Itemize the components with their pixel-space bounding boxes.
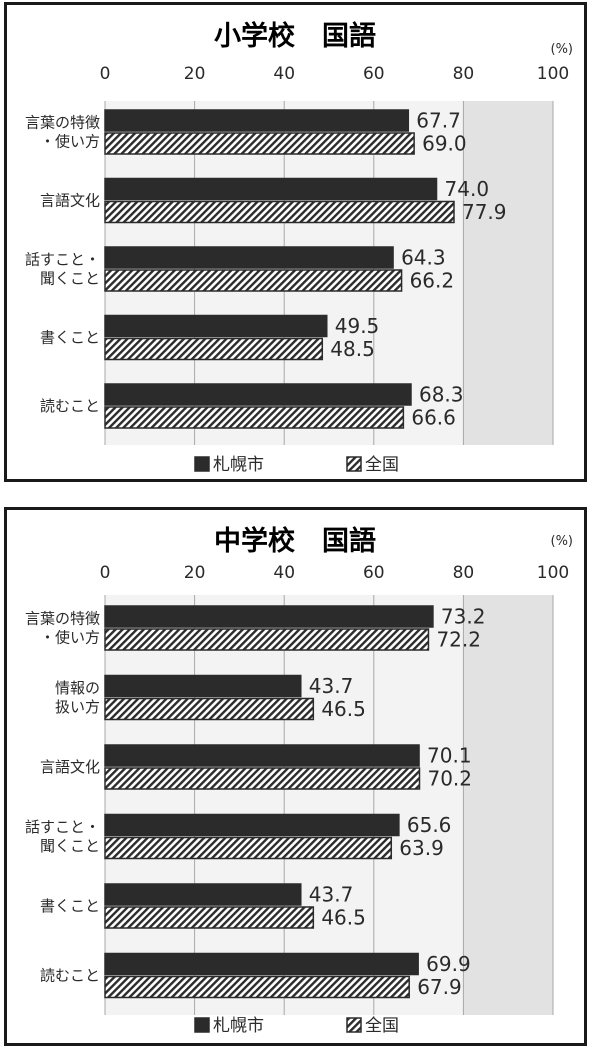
value-label: 49.5 — [335, 314, 380, 338]
bar-national — [104, 975, 410, 999]
category-label: 言葉の特徴 — [25, 610, 100, 628]
tick-label: 20 — [184, 64, 206, 84]
bar-sapporo — [104, 109, 410, 132]
bar-national — [104, 628, 430, 651]
bar-sapporo — [104, 952, 419, 976]
category-label: 聞くこと — [40, 270, 100, 288]
category-label: 言葉の特徴 — [25, 114, 100, 132]
value-label: 43.7 — [309, 674, 354, 698]
value-label: 48.5 — [330, 337, 375, 361]
tick-label: 0 — [100, 563, 111, 583]
value-label: 66.2 — [410, 269, 455, 293]
category-label: ・使い方 — [40, 133, 100, 151]
value-label: 68.3 — [419, 383, 464, 407]
value-label: 46.5 — [321, 697, 366, 721]
tick-label: 80 — [453, 64, 475, 84]
bar-sapporo — [104, 246, 394, 269]
category-label: 言語文化 — [40, 192, 100, 210]
value-label: 69.0 — [422, 132, 467, 156]
category-label: 書くこと — [40, 329, 100, 347]
category-label: 読むこと — [40, 397, 100, 415]
unit-label: (%) — [551, 42, 574, 57]
value-label: 46.5 — [321, 906, 366, 930]
value-label: 66.6 — [411, 406, 456, 430]
value-label: 67.9 — [417, 975, 462, 999]
junior-high-japanese-chart: 中学校 国語 (%) 0 20 40 60 80 100 言葉の特徴 ・使い方 73.2 72.2 情報… — [4, 507, 587, 1046]
legend-label: 全国 — [365, 1016, 399, 1036]
value-label: 72.2 — [436, 628, 481, 652]
unit-label: (%) — [551, 534, 574, 549]
tick-label: 0 — [100, 64, 111, 84]
elementary-chart-svg: 小学校 国語 (%) 0 20 40 60 80 100 言葉の特徴・使い方 67.769.0 言語… — [25, 20, 574, 475]
tick-label: 40 — [273, 64, 295, 84]
bar-sapporo — [104, 605, 434, 628]
legend-label: 札幌市 — [213, 1016, 264, 1036]
legend-swatch — [194, 456, 210, 472]
value-label: 74.0 — [445, 177, 490, 201]
bar-sapporo — [104, 813, 400, 837]
bar-sapporo — [104, 744, 420, 767]
value-label: 70.2 — [427, 767, 472, 791]
bar-sapporo — [104, 314, 328, 338]
tick-label: 60 — [363, 563, 385, 583]
legend-label: 全国 — [365, 455, 399, 475]
value-label: 43.7 — [309, 883, 354, 907]
bar-national — [104, 836, 393, 860]
bar-national — [104, 406, 405, 429]
bar-national — [104, 767, 421, 790]
bar-sapporo — [104, 177, 438, 201]
chart-title: 中学校 国語 — [214, 525, 376, 557]
tick-label: 60 — [363, 64, 385, 84]
bar-sapporo — [104, 383, 412, 406]
category-label: 読むこと — [40, 967, 100, 985]
legend-swatch — [346, 1017, 362, 1033]
bar-national — [104, 906, 315, 929]
value-label: 73.2 — [441, 605, 486, 629]
value-label: 64.3 — [401, 246, 446, 270]
chart-title: 小学校 国語 — [214, 20, 376, 52]
elementary-japanese-chart: 小学校 国語 (%) 0 20 40 60 80 100 言葉の特徴 ・使い方 67.7 69.0 言語… — [4, 2, 587, 482]
tick-label: 40 — [273, 563, 295, 583]
legend-swatch — [194, 1017, 210, 1033]
category-label: 話すこと・ — [25, 818, 100, 836]
tick-label: 100 — [537, 64, 569, 84]
value-label: 70.1 — [427, 744, 472, 768]
value-label: 77.9 — [462, 200, 507, 224]
tick-label: 100 — [537, 563, 569, 583]
bar-sapporo — [104, 883, 302, 906]
shaded-band — [463, 101, 553, 445]
legend-swatch — [346, 456, 362, 472]
category-label: 書くこと — [40, 897, 100, 915]
bar-sapporo — [104, 674, 302, 698]
bar-national — [104, 132, 415, 155]
legend-label: 札幌市 — [213, 455, 264, 475]
tick-label: 20 — [184, 563, 206, 583]
bar-national — [104, 269, 403, 292]
category-label: 話すこと・ — [25, 251, 100, 269]
junior-high-chart-svg: 中学校 国語 (%) 0 20 40 60 80 100 言葉の特徴・使い方 73.272.2 情報… — [25, 525, 574, 1036]
bar-national — [104, 200, 455, 224]
value-label: 69.9 — [426, 952, 471, 976]
category-label: ・使い方 — [40, 629, 100, 647]
bar-national — [104, 697, 315, 721]
category-label: 言語文化 — [40, 758, 100, 776]
shaded-band — [463, 595, 553, 1015]
category-label: 扱い方 — [55, 698, 100, 716]
value-label: 67.7 — [416, 109, 461, 133]
bar-national — [104, 337, 324, 361]
value-label: 65.6 — [407, 813, 452, 837]
category-label: 聞くこと — [40, 837, 100, 855]
category-label: 情報の — [55, 679, 100, 697]
tick-label: 80 — [453, 563, 475, 583]
value-label: 63.9 — [399, 836, 444, 860]
